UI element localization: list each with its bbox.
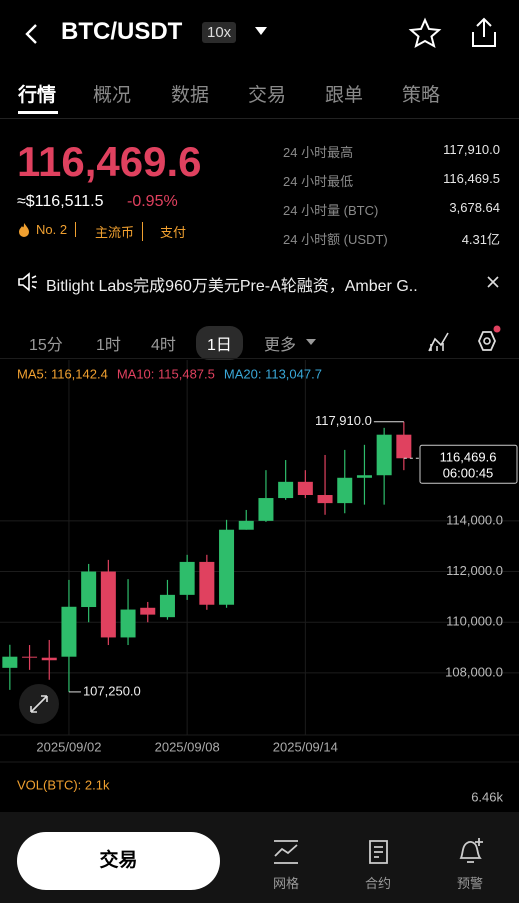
candle-body [81, 571, 97, 608]
fire-icon [19, 223, 29, 237]
ma-label: MA20: 113,047.7 [224, 366, 322, 381]
candle-body [179, 561, 195, 595]
interval-active[interactable]: 1日 [196, 326, 243, 360]
contract-icon[interactable] [364, 838, 392, 866]
tag[interactable]: 主流币 [95, 222, 144, 241]
candle-body [376, 434, 392, 476]
tag[interactable]: 支付 [160, 225, 187, 240]
candle-body [2, 656, 18, 668]
candle-body [41, 657, 57, 661]
candle-body [337, 477, 353, 504]
high-marker-label: 117,910.0 [315, 413, 372, 428]
x-tick-label: 2025/09/08 [155, 739, 220, 754]
stat-label: 24 小时最高 [283, 145, 354, 160]
expand-icon [30, 695, 48, 713]
stat-value: 4.31亿 [461, 232, 500, 247]
tab[interactable]: 概况 [93, 85, 132, 106]
candle-body [317, 495, 333, 504]
settings-icon[interactable] [471, 322, 505, 356]
y-tick-label: 114,000.0 [446, 512, 503, 527]
nav-label[interactable]: 合约 [364, 876, 391, 891]
candle-body [396, 434, 412, 459]
stat-value: 116,469.5 [443, 171, 500, 186]
y-tick-label: 108,000.0 [445, 664, 503, 679]
grid-icon[interactable] [271, 838, 301, 866]
news[interactable]: Bitlight Labs完成960万美元Pre-A轮融资，Amber G.. [46, 278, 418, 295]
tab[interactable]: 数据 [171, 85, 210, 106]
low-marker-label: 107,250.0 [83, 683, 141, 698]
candle-body [297, 481, 313, 496]
interval[interactable]: 1时 [96, 337, 121, 354]
x-tick-label: 2025/09/02 [36, 739, 101, 754]
volume-label: VOL(BTC): 2.1k [17, 777, 110, 792]
candle-body [120, 609, 136, 638]
volume-tick: 6.46k [471, 789, 503, 804]
tab[interactable]: 策略 [402, 85, 441, 106]
nav-label[interactable]: 网格 [272, 876, 299, 891]
x-tick-label: 2025/09/14 [273, 739, 338, 754]
dropdown-icon[interactable] [305, 338, 317, 346]
tab[interactable]: 行情 [18, 85, 57, 106]
stat-label: 24 小时额 (USDT) [283, 232, 388, 247]
share-icon[interactable] [468, 16, 500, 50]
price: 116,469.6 [17, 138, 202, 185]
back-icon[interactable] [22, 22, 42, 46]
usd-price: ≈$116,511.5 [17, 193, 104, 210]
close-icon[interactable] [486, 275, 500, 289]
dropdown-icon[interactable] [254, 26, 268, 36]
nav-label[interactable]: 预警 [456, 876, 483, 891]
interval[interactable]: 4时 [151, 337, 176, 354]
candle-body [258, 498, 274, 521]
y-tick-label: 112,000.0 [446, 563, 503, 578]
interval[interactable]: 15分 [29, 337, 63, 354]
leverage[interactable]: 10x [202, 22, 237, 43]
stat-label: 24 小时最低 [283, 174, 354, 189]
candle-body [100, 571, 116, 638]
candle-body [356, 475, 372, 478]
change: -0.95% [127, 193, 178, 210]
y-tick-label: 110,000.0 [446, 614, 503, 629]
indicator-icon[interactable] [427, 330, 451, 354]
alert-icon[interactable] [455, 836, 487, 866]
stat-value: 3,678.64 [449, 200, 500, 215]
ma-label: MA5: 116,142.4 [17, 366, 108, 381]
candle-body [199, 561, 215, 605]
stat-value: 117,910.0 [443, 142, 500, 157]
countdown: 06:00:45 [443, 466, 494, 481]
pair[interactable]: BTC/USDT [61, 18, 183, 45]
chart: 108,000.0 110,000.0 112,000.0 114,000.0 2025… [0, 360, 519, 804]
star-icon[interactable] [408, 17, 442, 49]
candle-body [278, 481, 294, 499]
last-price-label: 116,469.6 [440, 450, 497, 465]
candle-body [238, 520, 254, 530]
divider [0, 358, 519, 359]
candle-body [61, 606, 77, 657]
interval[interactable]: 更多 [264, 337, 297, 354]
rank: No. 2 [36, 222, 77, 237]
candle-body [140, 607, 156, 615]
stat-label: 24 小时量 (BTC) [283, 203, 379, 218]
last-price-box [419, 444, 518, 484]
trade-button[interactable]: 交易 [17, 832, 220, 890]
speaker-icon [18, 272, 37, 292]
candle-body [219, 529, 235, 605]
candle-body [159, 594, 175, 618]
candle-body [22, 656, 38, 658]
tab[interactable]: 跟单 [325, 85, 364, 106]
tab[interactable]: 交易 [248, 85, 287, 106]
ma-label: MA10: 115,487.5 [117, 366, 215, 381]
divider [0, 118, 519, 119]
tab-underline [18, 111, 58, 114]
